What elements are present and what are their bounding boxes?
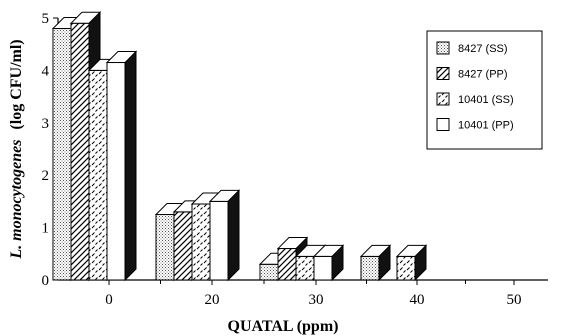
bar-top — [208, 189, 241, 202]
legend-swatch — [436, 92, 450, 106]
legend-label: 10401 (PP) — [458, 120, 514, 132]
legend-item: 10401 (SS) — [436, 92, 514, 106]
y-tick-label: 0 — [42, 273, 50, 289]
y-tick-label: 4 — [42, 63, 50, 79]
legend-item: 10401 (PP) — [436, 118, 514, 132]
bar-front — [209, 200, 229, 281]
y-axis-title: L. monocytogenes (log CFU/ml) — [8, 39, 25, 259]
x-axis-title: QUATAL (ppm) — [228, 318, 339, 335]
bar-front — [259, 263, 279, 281]
x-tick-label: 30 — [309, 292, 324, 308]
bar-front — [360, 255, 380, 281]
legend-swatch — [436, 118, 450, 131]
bar-side — [124, 50, 137, 282]
legend: 8427 (SS) 8427 (PP) 10401 (SS) 10401 (PP) — [426, 30, 543, 150]
legend-label: 8427 (PP) — [458, 69, 508, 81]
legend-label: 8427 (SS) — [458, 43, 508, 55]
y-axis-title-rest: (log CFU/ml) — [8, 39, 25, 129]
y-tick-label: 1 — [42, 221, 50, 237]
bar-3-2 — [395, 244, 428, 282]
bar-front — [295, 255, 315, 281]
bar-front — [52, 27, 72, 281]
legend-swatch — [436, 67, 450, 80]
x-axis: 0 20 30 40 50 — [58, 279, 548, 308]
bar-front — [396, 255, 416, 281]
bar-front — [173, 211, 193, 281]
x-tick-label: 0 — [105, 292, 113, 308]
bar-front — [191, 203, 211, 281]
bar-front — [70, 22, 90, 281]
y-tick-label: 3 — [42, 116, 50, 132]
bar-top — [105, 51, 138, 64]
bar-top — [276, 237, 309, 250]
bar-0-3 — [105, 50, 138, 282]
x-tick-label: 20 — [205, 292, 220, 308]
bar-top — [69, 11, 102, 24]
bar-side — [227, 189, 240, 282]
bar-front — [106, 62, 126, 281]
bar-top — [359, 244, 392, 257]
bar-2-3 — [312, 244, 345, 282]
bar-3-0 — [359, 244, 392, 282]
bar-front — [313, 255, 333, 281]
y-axis-title-italic: L. monocytogenes — [8, 140, 25, 260]
bar-top — [395, 244, 428, 257]
bar-front — [88, 69, 108, 281]
x-tick-group: 0 20 30 40 50 — [105, 280, 522, 308]
legend-label: 10401 (SS) — [458, 94, 514, 106]
x-tick-label: 40 — [410, 292, 425, 308]
legend-items: 8427 (SS) 8427 (PP) 10401 (SS) 10401 (PP) — [436, 41, 514, 132]
legend-item: 8427 (PP) — [436, 67, 508, 81]
x-tick-label: 50 — [507, 292, 522, 308]
legend-item: 8427 (SS) — [436, 41, 508, 55]
bar-1-3 — [208, 189, 241, 282]
legend-swatch — [436, 41, 450, 55]
bar-front — [155, 214, 175, 281]
y-tick-label: 5 — [42, 11, 50, 27]
bar-front — [277, 248, 297, 281]
bars-group — [51, 11, 428, 282]
y-tick-label: 2 — [42, 168, 50, 184]
bar-top — [312, 244, 345, 257]
